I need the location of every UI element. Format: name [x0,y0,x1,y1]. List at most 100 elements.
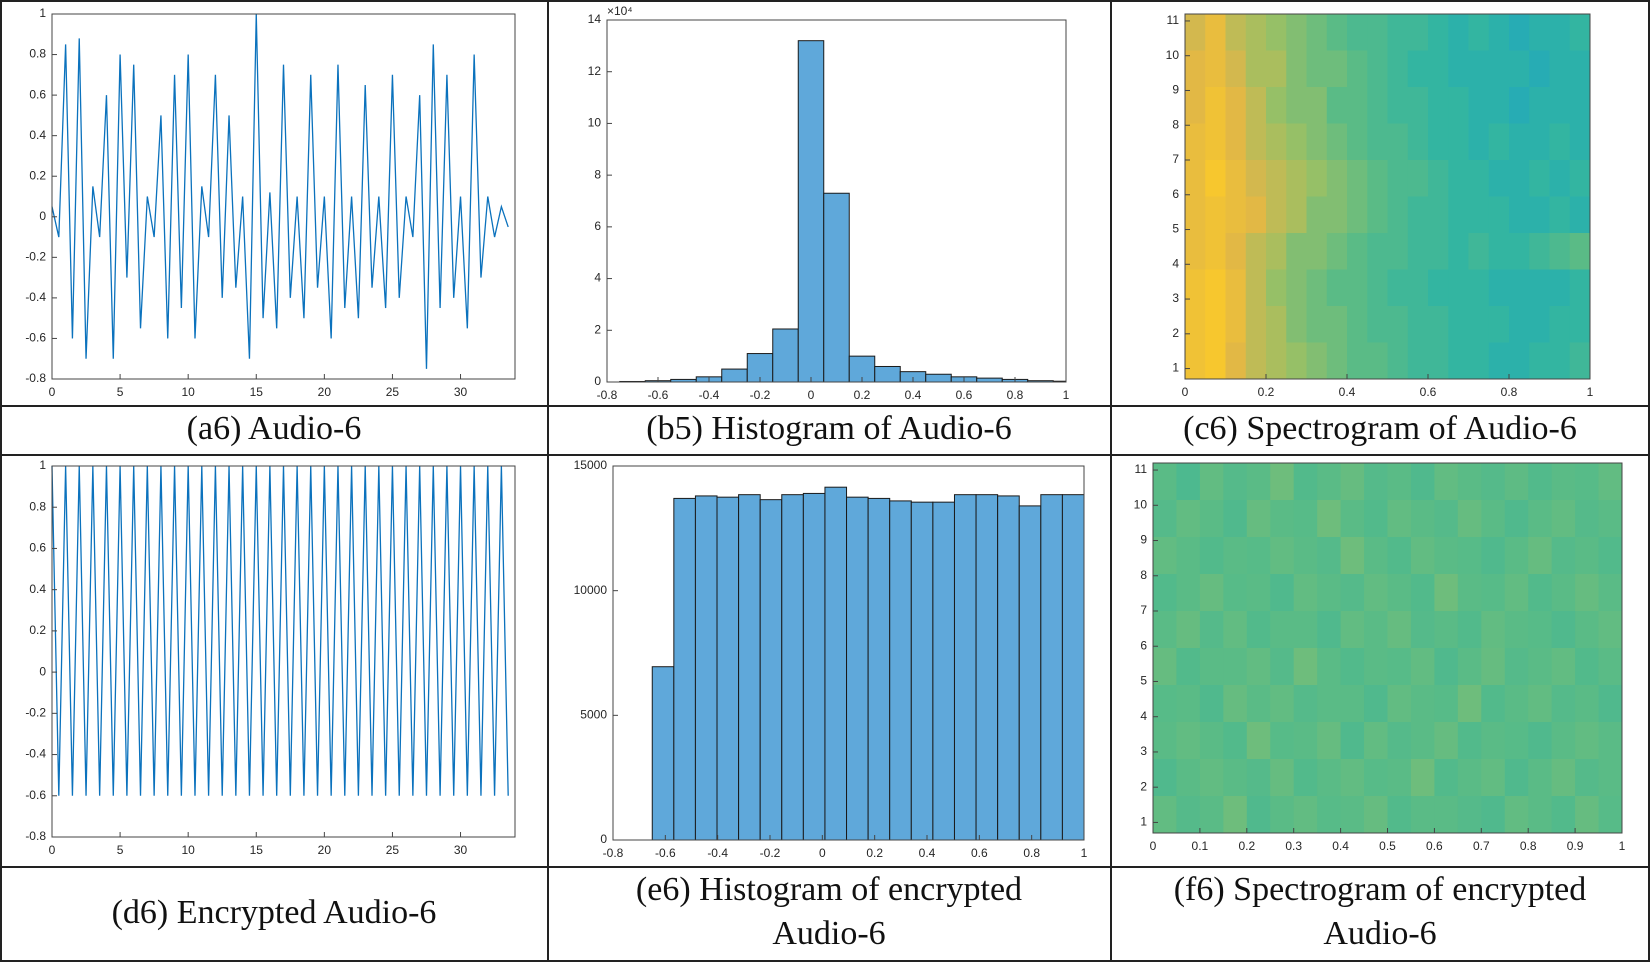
y-tick-label: 9 [1172,83,1179,97]
x-tick-label: 30 [454,843,468,857]
y-tick-label: 0.2 [29,623,46,637]
spectrogram-cell [1306,306,1328,343]
spectrogram-cell [1428,342,1449,380]
spectrogram-cell [1205,306,1226,343]
spectrogram-cell [1387,463,1412,501]
y-tick-label: 6 [1140,638,1147,652]
spectrogram-cell [1528,611,1553,649]
spectrogram-cell [1569,306,1591,343]
spectrogram-cell [1317,722,1342,760]
spectrogram-cell [1245,14,1267,51]
spectrogram-cell [1551,611,1576,649]
spectrogram-cell [1549,50,1571,88]
chart-panel: 0 0.1 0.2 0.3 0.4 0.5 0.6 0.7 0.8 0.9 112345678910… [1134,462,1626,952]
spectrogram-cell [1266,123,1287,161]
spectrogram-cell [1286,123,1307,161]
spectrogram-cell [1549,233,1571,270]
spectrogram-cell [1223,537,1248,575]
chart-panel: -0.8 -0.6 -0.4 -0.2 0 0.2 0.4 0.6 0.8 10246810121… [588,4,1070,447]
spectrogram-cell [1245,123,1267,161]
spectrogram-cell [1549,123,1571,161]
spectrogram-cell [1448,50,1469,88]
spectrogram-cell [1317,648,1342,686]
spectrogram-cell [1481,574,1506,612]
spectrogram-cell [1457,611,1482,649]
x-tick-label: 0.2 [866,846,883,860]
spectrogram-cell [1326,342,1348,380]
x-tick-label: 0.6 [1426,839,1443,853]
spectrogram-cell [1468,196,1490,234]
y-tick-label: 4 [1172,256,1179,270]
spectrogram-cell [1509,269,1530,307]
spectrogram-cell [1481,463,1506,501]
x-tick-label: 0.4 [919,846,936,860]
spectrogram-cell [1185,50,1206,88]
spectrogram-cell [1387,233,1409,270]
spectrogram-cell [1245,50,1267,88]
spectrogram-cell [1598,611,1623,649]
spectrogram-cell [1293,463,1318,501]
x-tick-label: 0.8 [1023,846,1040,860]
spectrogram-cell [1528,500,1553,538]
spectrogram-cell [1306,342,1328,380]
histogram-bar [976,377,1003,383]
y-tick-label: 10 [1134,497,1148,511]
spectrogram-cell [1549,14,1571,51]
spectrogram-cell [1293,574,1318,612]
spectrogram-cell [1153,611,1177,649]
spectrogram-cell [1185,269,1206,307]
spectrogram-cell [1448,160,1469,197]
spectrogram-cell [1387,574,1412,612]
spectrogram-cell [1575,500,1600,538]
spectrogram-cell [1468,123,1490,161]
spectrogram-cell [1387,722,1412,760]
spectrogram-cell [1306,87,1328,124]
y-tick-label: -0.2 [25,706,46,720]
y-tick-label: 0.4 [29,582,46,596]
spectrogram-cell [1367,14,1388,51]
spectrogram-cell [1199,463,1224,501]
spectrogram-cell [1293,685,1318,723]
spectrogram-cell [1326,14,1348,51]
spectrogram-cell [1364,537,1388,575]
x-tick-label: 0.6 [956,388,973,402]
histogram-bar [1061,494,1085,841]
spectrogram-cell [1266,306,1287,343]
x-tick-label: 0.6 [971,846,988,860]
spectrogram-cell [1246,574,1271,612]
spectrogram-cell [1286,269,1307,307]
spectrogram-cell [1223,611,1248,649]
spectrogram-cell [1509,123,1530,161]
spectrogram-cell [1340,796,1365,834]
spectrogram-cell [1326,269,1348,307]
x-tick-label: 0 [819,846,826,860]
y-tick-label: 1 [39,6,46,20]
x-tick-label: -0.2 [760,846,781,860]
histogram-bar [925,373,952,383]
spectrogram-cell [1575,463,1600,501]
y-tick-label: 6 [594,219,601,233]
x-tick-label: 0.8 [1520,839,1537,853]
spectrogram-cell [1488,87,1510,124]
spectrogram-cell [1551,759,1576,797]
spectrogram-cell [1225,14,1247,51]
spectrogram-cell [1598,463,1623,501]
spectrogram-cell [1340,648,1365,686]
spectrogram-cell [1504,685,1529,723]
spectrogram-cell [1509,87,1530,124]
spectrogram-cell [1387,269,1409,307]
spectrogram-cell [1306,123,1328,161]
spectrogram-cell [1347,87,1368,124]
y-tick-label: 10000 [574,583,608,597]
spectrogram-cell [1317,463,1342,501]
x-tick-label: 1 [1587,385,1594,399]
histogram-bar [1018,505,1042,841]
spectrogram-cell [1153,463,1177,501]
spectrogram-cell [1347,123,1368,161]
y-tick-label: 1 [1172,361,1179,375]
spectrogram-cell [1528,463,1553,501]
spectrogram-cell [1223,759,1248,797]
spectrogram-cell [1340,611,1365,649]
